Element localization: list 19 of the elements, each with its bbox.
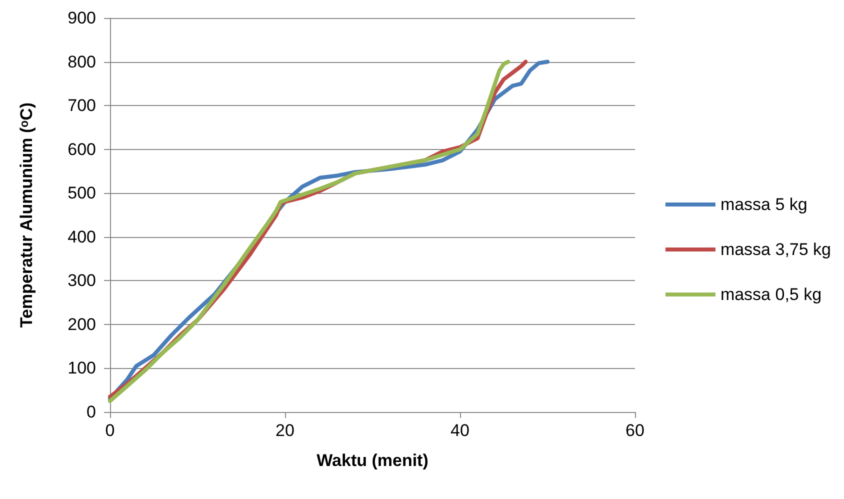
x-tick-label: 40	[450, 421, 470, 440]
y-tick-label: 200	[68, 314, 96, 334]
x-axis-title: Waktu (menit)	[316, 451, 428, 470]
legend-label: massa 0,5 kg	[720, 285, 822, 304]
legend-label: massa 3,75 kg	[720, 240, 832, 259]
x-tick-label: 60	[626, 421, 644, 440]
y-tick-label: 500	[68, 184, 96, 203]
y-tick-label: 800	[68, 52, 96, 72]
y-tick-label: 300	[68, 271, 96, 290]
y-axis-title: Temperatur Alumunium (ᵒC)	[17, 102, 36, 328]
y-tick-label: 400	[68, 227, 96, 246]
y-tick-label: 900	[68, 8, 96, 28]
y-tick-label: 100	[68, 358, 96, 378]
x-tick-label: 20	[276, 421, 294, 440]
x-tick-label: 0	[105, 421, 115, 440]
legend-label: massa 5 kg	[720, 195, 808, 214]
y-tick-label: 600	[68, 140, 96, 159]
y-tick-label: 700	[68, 96, 96, 116]
y-tick-label: 0	[86, 402, 96, 422]
